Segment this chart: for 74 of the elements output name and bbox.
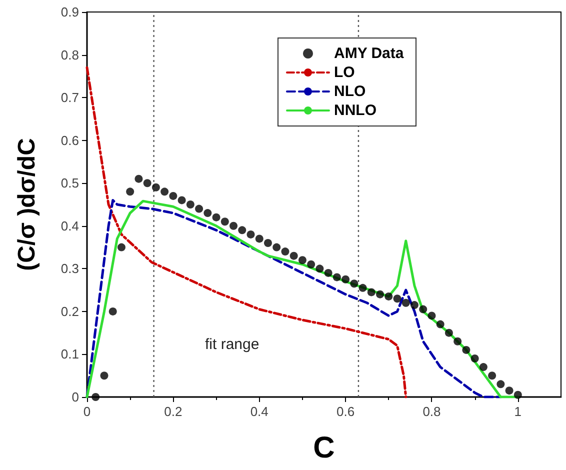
point: [186, 200, 194, 208]
legend-label: NLO: [334, 83, 366, 100]
point: [367, 288, 376, 296]
legend-label: AMY Data: [334, 45, 404, 62]
point: [272, 243, 281, 252]
point: [488, 372, 496, 380]
legend-label: NNLO: [334, 102, 377, 119]
point: [117, 243, 126, 252]
point: [298, 256, 306, 264]
y-tick-label: 0.6: [60, 132, 79, 148]
y-tick-label: 0.9: [60, 4, 79, 20]
point: [505, 386, 514, 395]
point: [462, 346, 470, 354]
point: [255, 234, 264, 243]
point: [307, 260, 316, 268]
legend-label: LO: [334, 64, 356, 81]
point: [350, 280, 358, 288]
point: [358, 284, 367, 292]
point: [126, 188, 134, 196]
point: [470, 354, 479, 362]
point: [92, 393, 100, 401]
y-tick-label: 0: [72, 390, 79, 404]
point: [444, 328, 453, 337]
point: [108, 307, 117, 316]
x-tick-label: 1: [514, 404, 522, 419]
point: [410, 301, 418, 310]
point: [169, 192, 178, 200]
point: [134, 174, 143, 183]
y-tick-label: 0.7: [60, 90, 79, 106]
point: [152, 183, 160, 192]
point: [204, 209, 212, 218]
point: [100, 372, 108, 380]
point: [230, 222, 238, 230]
point: [419, 305, 428, 314]
y-tick-label: 0.8: [60, 47, 79, 62]
point: [342, 275, 350, 284]
point: [316, 264, 324, 273]
y-tick-label: 0.3: [60, 261, 79, 276]
point: [160, 188, 169, 196]
point: [220, 218, 229, 226]
y-tick-label: 0.4: [60, 218, 79, 234]
point: [393, 294, 402, 303]
y-tick-label: 0.2: [60, 304, 79, 319]
point: [281, 248, 290, 256]
point: [212, 213, 220, 222]
x-tick-label: 0.2: [164, 404, 182, 419]
y-tick-label: 0.1: [60, 346, 79, 362]
point: [195, 204, 204, 213]
x-tick-label: 0.8: [422, 404, 441, 419]
y-axis-title: (C/σ )dσ/dC: [14, 138, 40, 271]
point: [332, 273, 341, 282]
point: [384, 292, 393, 300]
line-series: [86, 66, 408, 398]
point: [238, 226, 246, 234]
x-tick-label: 0.4: [250, 404, 268, 419]
point: [454, 337, 462, 346]
x-tick-label: 0: [83, 404, 91, 419]
annotation: fit range: [205, 336, 260, 353]
point: [246, 230, 255, 238]
point: [324, 268, 332, 277]
point: [178, 196, 186, 204]
point: [428, 312, 436, 320]
point: [290, 252, 298, 260]
y-tick-label: 0.5: [60, 176, 79, 191]
x-axis-title: C: [313, 432, 335, 464]
point: [376, 290, 384, 298]
point: [264, 239, 272, 247]
point: [479, 363, 488, 372]
x-tick-label: 0.6: [336, 404, 355, 419]
point: [514, 390, 522, 399]
point: [143, 179, 152, 188]
point: [496, 380, 505, 388]
point: [402, 298, 410, 307]
point: [436, 320, 444, 328]
